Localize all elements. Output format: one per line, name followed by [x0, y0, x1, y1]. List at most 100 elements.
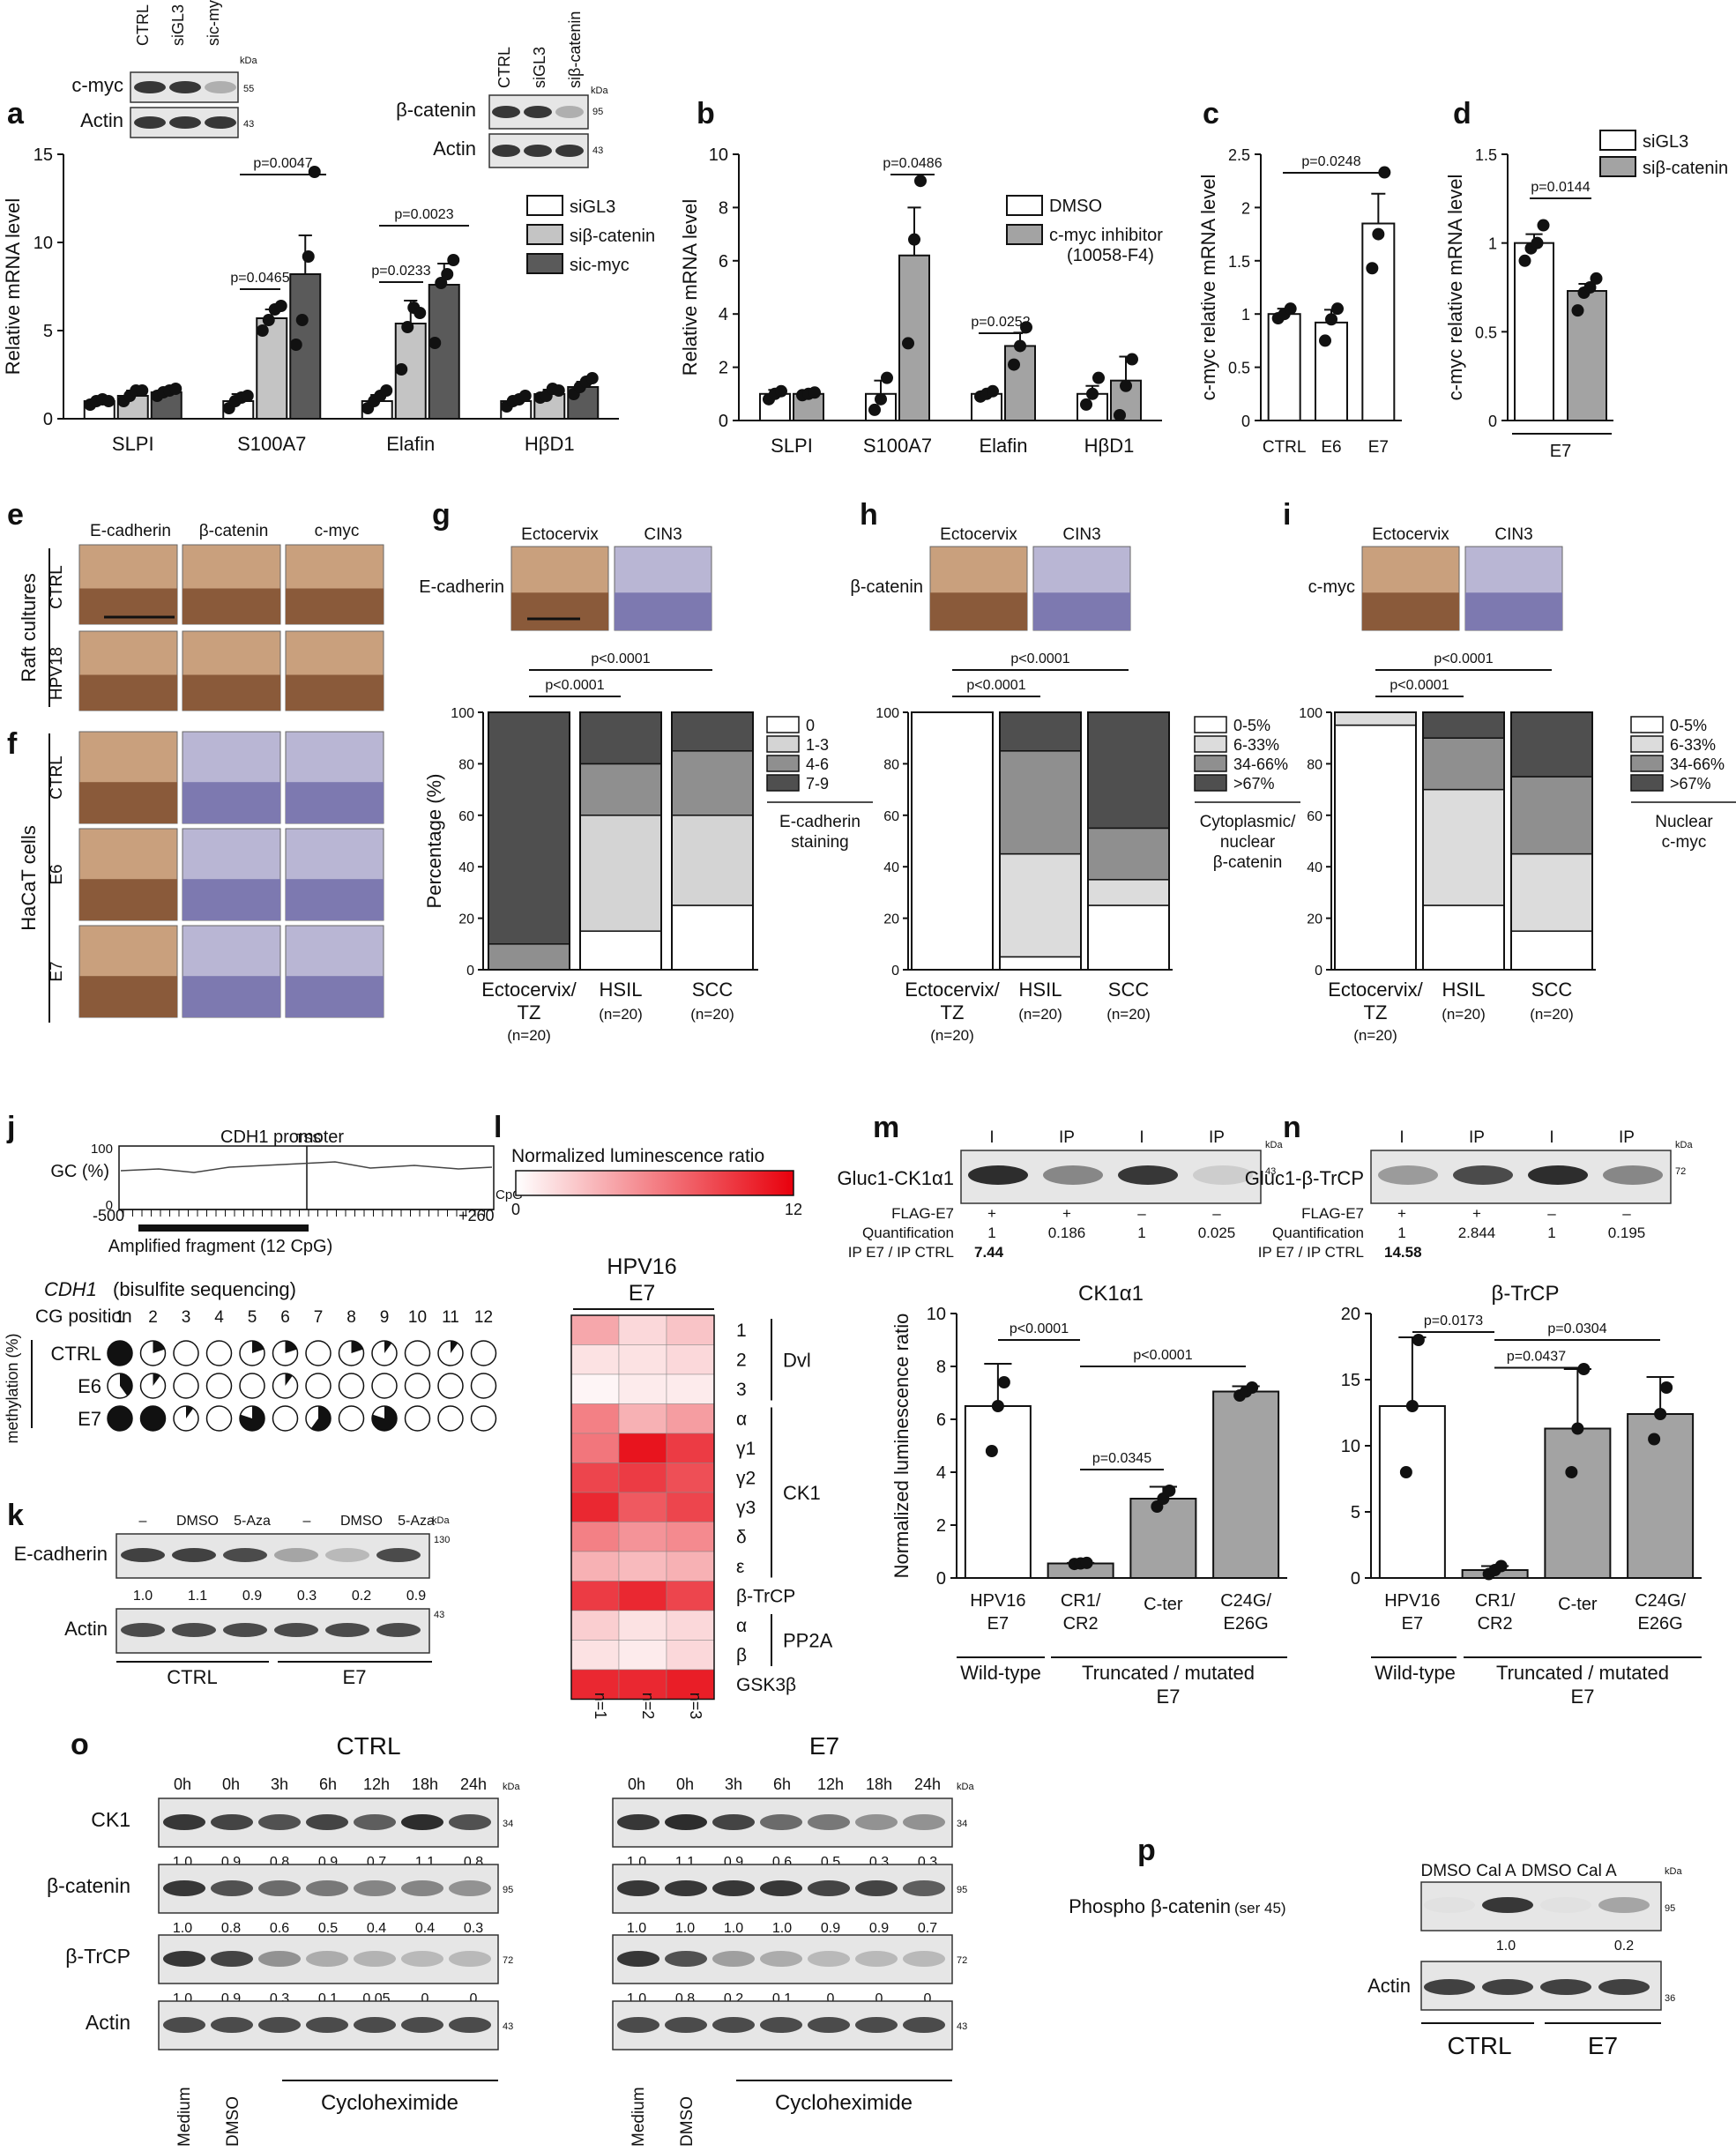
x-tick-label: CR1/	[1061, 1591, 1101, 1611]
legend-label: 34-66%	[1670, 755, 1725, 773]
blot-band	[760, 1880, 802, 1896]
data-point	[1246, 1381, 1259, 1394]
data-point	[395, 363, 408, 376]
row-label: E6	[48, 864, 66, 884]
blot-band	[449, 1880, 491, 1896]
blot-lane-label: IP	[1469, 1128, 1485, 1147]
blot-lane-label: DMSO	[176, 1514, 219, 1529]
y-tick-label: 40	[1307, 860, 1322, 875]
heatmap-cell	[570, 1373, 620, 1404]
blot-band	[163, 1814, 205, 1830]
p-value-label: p=0.0023	[394, 207, 453, 222]
methylation-fill	[120, 1373, 133, 1396]
methylation-fill	[372, 1406, 397, 1432]
y-tick-label: 0.5	[1475, 324, 1497, 341]
heatmap-row-label: β-TrCP	[736, 1587, 795, 1607]
data-point	[262, 314, 275, 326]
y-axis-label: Normalized luminescence ratio	[890, 1314, 913, 1579]
tissue-image	[285, 925, 384, 1018]
kda-label: kDa	[503, 1782, 520, 1792]
x-tick-label: E26G	[1638, 1614, 1683, 1634]
heatmap-cell	[570, 1492, 620, 1522]
data-point	[1531, 236, 1544, 249]
y-tick-label: 20	[883, 912, 899, 927]
y-tick-label: 0	[1241, 413, 1250, 430]
stacked-segment	[1087, 827, 1170, 881]
blot-band	[855, 2017, 898, 2033]
stacked-segment	[999, 711, 1082, 752]
panel-label-d: d	[1453, 97, 1472, 130]
data-point	[435, 277, 448, 289]
data-point	[441, 268, 454, 280]
quant-label: 0.9	[242, 1589, 262, 1604]
quant-row-label: Quantification	[1272, 1224, 1364, 1241]
timepoint-label: 3h	[725, 1775, 742, 1793]
flag-value: –	[1547, 1205, 1556, 1222]
legend-label: DMSO	[1049, 197, 1102, 216]
group-label: Truncated / mutated	[1082, 1662, 1255, 1684]
bar	[964, 1405, 1032, 1579]
scale-min: 0	[511, 1201, 520, 1218]
bar	[428, 284, 460, 420]
data-point	[1120, 379, 1132, 392]
blot-band	[211, 1880, 253, 1896]
x-tick-label: C24G/	[1220, 1591, 1271, 1611]
tissue-image	[182, 828, 281, 921]
image-label: CIN3	[644, 525, 682, 544]
group-label: E7	[1157, 1686, 1181, 1708]
quant-value: 1.0	[173, 1921, 192, 1936]
cg-position: 12	[474, 1308, 493, 1327]
group-label: E7	[1588, 2032, 1618, 2059]
tissue-image-layer	[286, 674, 384, 711]
blot-band	[169, 116, 201, 129]
stacked-segment	[1087, 879, 1170, 906]
heatmap-cell	[666, 1344, 715, 1375]
stacked-segment	[1422, 737, 1505, 791]
cg-position: 1	[115, 1308, 125, 1327]
blot-band	[258, 2017, 301, 2033]
side-label: Raft cultures	[18, 573, 40, 682]
heatmap-cell	[618, 1344, 667, 1375]
tissue-image	[78, 544, 178, 625]
heatmap-row-label: α	[736, 1410, 747, 1430]
promoter-label: CDH1 promoter	[220, 1128, 344, 1147]
bar	[898, 254, 930, 422]
data-point	[1284, 302, 1297, 316]
timepoint-label: 0h	[628, 1775, 645, 1793]
tissue-image	[1032, 546, 1131, 631]
data-point	[1126, 353, 1138, 366]
stacked-segment	[579, 763, 662, 816]
side-label: HaCaT cells	[18, 825, 40, 930]
image-label: Ectocervix	[521, 525, 599, 544]
methylation-fill	[285, 1373, 293, 1386]
heatmap-cell	[666, 1522, 715, 1552]
panel-label-p: p	[1137, 1834, 1156, 1867]
quant-value: 0.025	[1198, 1224, 1236, 1241]
blot-band	[134, 81, 166, 93]
legend-label: sic-myc	[570, 256, 630, 275]
y-tick-label: 60	[458, 809, 474, 824]
methylation-fill	[252, 1341, 264, 1353]
y-tick-label: 6	[719, 252, 728, 272]
blot-band	[172, 1548, 216, 1562]
legend-swatch	[1630, 774, 1664, 792]
row-label: CTRL	[48, 565, 66, 609]
panel-label-a: a	[7, 97, 25, 130]
methylation-circle	[470, 1340, 497, 1366]
stacked-bar-outline	[1087, 711, 1170, 971]
p-value-label: p<0.0001	[1010, 1321, 1069, 1336]
tissue-image	[182, 544, 281, 625]
blot-band	[665, 1814, 707, 1830]
legend-label: 34-66%	[1233, 755, 1288, 773]
bar	[1129, 1498, 1197, 1579]
blot-row-label: Actin	[433, 138, 476, 160]
p-value-label: p=0.0233	[371, 264, 430, 279]
data-point	[1080, 398, 1092, 411]
quant-value: 0.9	[869, 1921, 889, 1936]
blot-band	[121, 1548, 165, 1562]
heatmap-cell	[618, 1610, 667, 1641]
cg-position: 7	[314, 1308, 324, 1327]
methylation-circle	[305, 1340, 332, 1366]
blot-lane-label: CTRL	[495, 47, 513, 88]
x-tick-label: Elafin	[386, 433, 435, 455]
